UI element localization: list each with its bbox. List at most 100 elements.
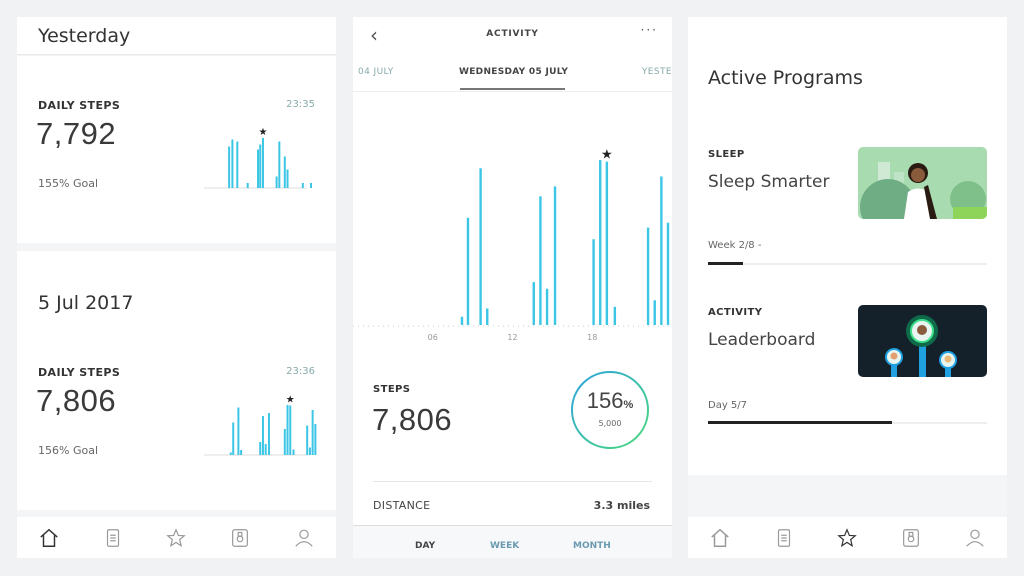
bottom-nav [17, 517, 336, 558]
step-bar [246, 183, 249, 188]
step-bar [660, 176, 663, 325]
steps-value: 7,806 [372, 402, 453, 437]
sync-time: 23:35 [286, 99, 315, 110]
program-name: Sleep Smarter [708, 172, 830, 192]
daily-steps-card-yesterday[interactable]: DAILY STEPS 23:35 7,792 155% Goal ★ [17, 56, 336, 243]
steps-label: STEPS [373, 384, 411, 395]
program-name: Leaderboard [708, 330, 816, 350]
yesterday-header: Yesterday [17, 17, 336, 55]
star-icon: ★ [601, 148, 613, 163]
step-bar [278, 141, 281, 188]
goal-ring: 156% 5,000 [570, 370, 650, 450]
daily-steps-label: DAILY STEPS [38, 99, 121, 112]
step-bar [228, 146, 231, 188]
step-bar [231, 139, 234, 188]
ellipsis-icon[interactable]: ··· [640, 23, 658, 37]
step-bar [460, 316, 464, 325]
step-bar [466, 217, 470, 325]
program-progress-label: Day 5/7 [708, 400, 748, 411]
tab-month[interactable]: MONTH [573, 541, 611, 551]
date-tab-next[interactable]: YESTE [641, 67, 672, 77]
progress-fill [708, 262, 743, 265]
step-bar [486, 308, 489, 325]
tab-week[interactable]: WEEK [490, 541, 520, 551]
step-bar [532, 282, 535, 325]
home-icon[interactable] [708, 526, 732, 550]
distance-value: 3.3 miles [593, 499, 650, 512]
step-bar [257, 149, 260, 188]
step-bar [292, 449, 295, 455]
device-watch-icon[interactable] [228, 526, 252, 550]
step-bar [236, 141, 239, 188]
step-bar [314, 424, 317, 455]
tab-day[interactable]: DAY [415, 541, 436, 551]
page-title: Active Programs [708, 67, 863, 89]
active-tab-underline [460, 88, 565, 90]
program-progress-label: Week 2/8 - [708, 240, 762, 251]
device-watch-icon[interactable] [899, 526, 923, 550]
step-bar [286, 169, 289, 188]
profile-icon[interactable] [963, 526, 987, 550]
step-bar [308, 447, 311, 455]
program-leaderboard[interactable]: ACTIVITY Leaderboard Day 5/7 [688, 297, 1007, 437]
page-title: ACTIVITY [486, 29, 539, 39]
timeline-icon[interactable] [101, 526, 125, 550]
programs-panel: Active Programs SLEEP Sleep Smarter Week… [688, 17, 1007, 558]
step-bar [479, 168, 482, 325]
step-bar [309, 183, 312, 188]
leaderboard-illustration [858, 305, 987, 377]
program-progress-bar [708, 421, 987, 424]
progress-fill [708, 421, 893, 424]
step-bar [259, 144, 262, 188]
program-category: SLEEP [708, 149, 745, 160]
step-bar [283, 429, 286, 455]
step-bar [283, 156, 286, 188]
x-tick-label: 06 [428, 333, 438, 342]
star-icon: ★ [286, 395, 295, 406]
step-bar [306, 425, 309, 455]
step-bar [259, 442, 262, 455]
step-bar [599, 160, 602, 325]
step-bar [275, 176, 278, 188]
programs-star-icon[interactable] [164, 526, 188, 550]
divider [373, 481, 652, 482]
program-sleep[interactable]: SLEEP Sleep Smarter Week 2/8 - [688, 137, 1007, 277]
step-bar [261, 138, 264, 188]
step-bar [592, 239, 595, 325]
step-bar [232, 422, 235, 455]
mini-steps-chart: ★ [204, 127, 312, 189]
timeline-icon[interactable] [772, 526, 796, 550]
date-tab-active[interactable]: WEDNESDAY 05 JULY [459, 67, 569, 77]
step-bar [229, 452, 232, 455]
step-bar [264, 444, 267, 455]
home-icon[interactable] [37, 526, 61, 550]
profile-icon[interactable] [292, 526, 316, 550]
programs-card: Active Programs SLEEP Sleep Smarter Week… [688, 17, 1007, 475]
step-bar [653, 300, 656, 325]
program-category: ACTIVITY [708, 307, 763, 318]
activity-panel: ‹ ACTIVITY ··· 04 JULY WEDNESDAY 05 JULY… [353, 17, 672, 558]
step-bar [545, 288, 549, 325]
chevron-left-icon[interactable]: ‹ [370, 23, 378, 47]
step-bar [553, 186, 557, 325]
x-tick-label: 12 [507, 333, 517, 342]
section-title: Yesterday [38, 25, 131, 47]
goal-percent: 155% Goal [38, 177, 98, 190]
sync-time: 23:36 [286, 366, 315, 377]
step-bar [301, 183, 304, 188]
step-bar [267, 413, 270, 455]
percent-sign: % [623, 399, 634, 411]
distance-label: DISTANCE [373, 499, 431, 512]
daily-steps-card-5jul[interactable]: 5 Jul 2017 DAILY STEPS 23:36 7,806 156% … [17, 251, 336, 510]
date-tab-prev[interactable]: 04 JULY [358, 67, 394, 77]
steps-value: 7,806 [36, 383, 117, 418]
step-bar [237, 407, 240, 455]
step-bar [289, 405, 292, 455]
step-bar [286, 405, 289, 455]
daily-steps-label: DAILY STEPS [38, 366, 121, 379]
programs-star-icon[interactable] [835, 526, 859, 550]
goal-percent: 156% Goal [38, 444, 98, 457]
step-bar [261, 416, 264, 455]
x-tick-label: 18 [587, 333, 597, 342]
activity-bar-chart: ★ 06 12 18 [353, 148, 672, 342]
